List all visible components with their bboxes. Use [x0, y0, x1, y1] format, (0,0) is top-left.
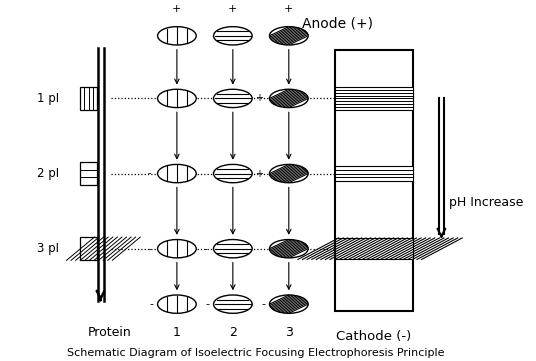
Text: Anode (+): Anode (+)	[302, 16, 373, 30]
Text: 2: 2	[229, 326, 237, 339]
Bar	[80, 87, 97, 110]
Bar	[80, 237, 97, 260]
Text: +: +	[172, 4, 182, 14]
Text: +: +	[228, 4, 237, 14]
Bar	[334, 50, 413, 311]
Bar	[334, 166, 413, 181]
Text: -: -	[148, 169, 152, 179]
Text: 2 pI: 2 pI	[37, 167, 59, 180]
Text: -: -	[262, 299, 265, 309]
Text: Cathode (-): Cathode (-)	[337, 330, 412, 343]
Ellipse shape	[158, 27, 196, 45]
Bar	[334, 238, 413, 260]
Bar	[334, 87, 413, 110]
Text: -: -	[148, 244, 152, 254]
Text: 1: 1	[173, 326, 181, 339]
Ellipse shape	[270, 27, 308, 45]
Text: 1 pI: 1 pI	[37, 92, 59, 105]
Ellipse shape	[213, 164, 252, 183]
Ellipse shape	[270, 240, 308, 258]
Text: +: +	[255, 93, 263, 104]
Ellipse shape	[213, 295, 252, 313]
Bar	[80, 162, 97, 185]
Ellipse shape	[270, 295, 308, 313]
Text: 3 pI: 3 pI	[37, 242, 59, 255]
Text: -: -	[205, 299, 210, 309]
Text: -: -	[204, 244, 207, 254]
Text: 3: 3	[285, 326, 293, 339]
Ellipse shape	[158, 240, 196, 258]
Text: pH Increase: pH Increase	[449, 196, 524, 209]
Ellipse shape	[158, 164, 196, 183]
Text: +: +	[284, 4, 294, 14]
Ellipse shape	[158, 295, 196, 313]
Ellipse shape	[270, 164, 308, 183]
Ellipse shape	[213, 89, 252, 108]
Ellipse shape	[213, 27, 252, 45]
Text: -: -	[150, 299, 153, 309]
Ellipse shape	[270, 89, 308, 108]
Ellipse shape	[213, 240, 252, 258]
Ellipse shape	[158, 89, 196, 108]
Text: +: +	[255, 169, 263, 179]
Text: Protein: Protein	[87, 326, 131, 339]
Text: Schematic Diagram of Isoelectric Focusing Electrophoresis Principle: Schematic Diagram of Isoelectric Focusin…	[67, 348, 444, 358]
